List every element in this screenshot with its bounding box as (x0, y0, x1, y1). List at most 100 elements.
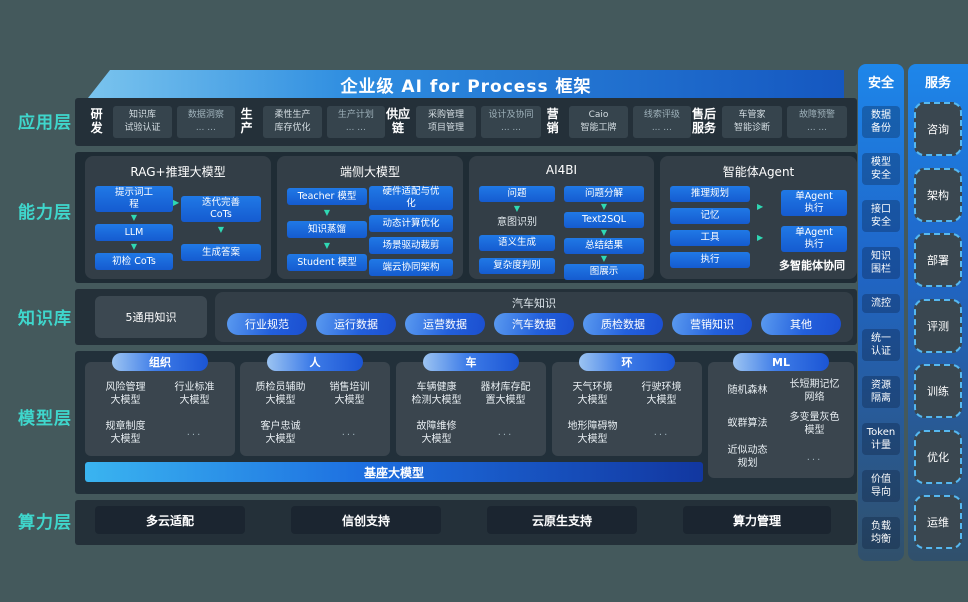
model-cell: 销售培训 大模型 (329, 381, 370, 406)
knowledge-pill: 其他 (761, 313, 841, 335)
knowledge-pill: 质检数据 (583, 313, 663, 335)
model-cell: 近似动态 规划 (727, 445, 768, 470)
service-item: 咨询 (914, 102, 962, 157)
ai4bi-columns: 问题 ▼ 意图识别 语义生成 复杂度判别 问题分解 ▼ Text2SQL ▼ 总… (479, 186, 644, 280)
edge-columns: Teacher 模型 ▼ 知识蒸馏 ▼ Student 模型 硬件适配与优 化 … (287, 186, 453, 276)
layer-label-compute: 算力层 (18, 513, 72, 533)
app-chip: 数据洞察 ... ... (176, 106, 235, 138)
layer-label-capability: 能力层 (18, 203, 72, 223)
ai4bi-intent-label: 意图识别 (497, 217, 537, 228)
security-item: 流控 (862, 294, 900, 314)
model-cell: 规章制度 大模型 (105, 420, 146, 445)
model-cell: 长短期记忆 网络 (789, 378, 840, 403)
rag-answer-chip: 生成答案 (181, 244, 261, 261)
agent-single-exec-chip: 单Agent 执行 (781, 226, 847, 252)
arrow-down-icon: ▼ (513, 204, 521, 213)
edge-teacher-chip: Teacher 模型 (287, 188, 367, 205)
model-cell: ... (653, 427, 670, 438)
compute-box-management: 算力管理 (683, 506, 831, 534)
agent-execute-chip: 执行 (670, 252, 750, 268)
agent-planning-chip: 推理规划 (670, 186, 750, 202)
edge-scene-chip: 场景驱动裁剪 (369, 237, 453, 254)
model-cell: 地形障碍物 大模型 (567, 420, 618, 445)
security-item: 模型 安全 (862, 153, 900, 186)
capability-box-title: RAG+推理大模型 (130, 165, 226, 179)
model-cell: ... (341, 427, 358, 438)
compute-box-cloudnative: 云原生支持 (487, 506, 637, 534)
model-cell: ... (497, 427, 514, 438)
knowledge-pill: 运行数据 (316, 313, 396, 335)
model-cell: 天气环境 大模型 (572, 381, 613, 406)
security-column: 安全 数据 备份 模型 安全 接口 安全 知识 围栏 流控 统一 认证 资源 隔… (858, 64, 904, 561)
model-cell: 蚁群算法 (727, 418, 768, 430)
services-column: 服务 咨询 架构 部署 评测 训练 优化 运维 (908, 64, 968, 561)
model-group-header: ML (733, 353, 829, 371)
knowledge-pill: 营销知识 (672, 313, 752, 335)
layer-label-model: 模型层 (18, 409, 72, 429)
capability-box-rag: RAG+推理大模型 提示词工 程 ▼ LLM ▼ 初检 CoTs 迭代完善 Co… (85, 156, 271, 279)
app-chip: 采购管理 项目管理 (416, 106, 476, 138)
arrow-down-icon: ▼ (130, 242, 138, 251)
security-item: 知识 围栏 (862, 247, 900, 280)
layer-label-application: 应用层 (18, 113, 72, 133)
app-chip: 设计及协同 ... ... (481, 106, 541, 138)
ai4bi-semantic-chip: 语义生成 (479, 235, 555, 251)
rag-initial-cots-chip: 初检 CoTs (95, 253, 173, 270)
edge-hw-chip: 硬件适配与优 化 (369, 186, 453, 210)
compute-box-multicloud: 多云适配 (95, 506, 245, 534)
capability-box-title: 智能体Agent (722, 165, 795, 179)
capability-box-agent: 智能体Agent 推理规划 记忆 工具 执行 单Agent 执行 单Agent … (660, 156, 857, 279)
agent-memory-chip: 记忆 (670, 208, 750, 224)
layer-label-knowledge: 知识库 (18, 309, 72, 329)
page-title: 企业级 AI for Process 框架 (340, 76, 592, 97)
security-item: Token 计量 (862, 422, 900, 455)
app-group-after-sales: 售后服务 车管家 智能诊断 故障预警 ... ... (691, 106, 847, 138)
app-chip: 线索评级 ... ... (632, 106, 691, 138)
ai4bi-display-chip: 图展示 (564, 264, 644, 280)
app-chip: Caio 智能工牌 (569, 106, 628, 138)
app-group-label: 生产 (240, 107, 253, 135)
rag-iterate-cots-chip: 迭代完善 CoTs (181, 196, 261, 222)
service-item: 优化 (914, 429, 962, 484)
capability-box-title: 端侧大模型 (339, 165, 400, 179)
ai4bi-question-chip: 问题 (479, 186, 555, 202)
app-chip: 知识库 试验认证 (113, 106, 172, 138)
security-item: 统一 认证 (862, 328, 900, 361)
model-cell: 随机森林 (727, 385, 768, 397)
service-item: 运维 (914, 494, 962, 549)
edge-distill-chip: 知识蒸馏 (287, 221, 367, 238)
app-group-production: 生产 柔性生产 库存优化 生产计划 ... ... (235, 106, 385, 138)
model-cell: 行驶环境 大模型 (641, 381, 682, 406)
general-knowledge-box: 5通用知识 (95, 296, 207, 338)
application-layer-row: 研发 知识库 试验认证 数据洞察 ... ... 生产 柔性生产 库存优化 生产… (85, 100, 847, 144)
model-cell: 器材库存配 置大模型 (480, 381, 531, 406)
app-chip: 车管家 智能诊断 (722, 106, 782, 138)
rag-columns: 提示词工 程 ▼ LLM ▼ 初检 CoTs 迭代完善 CoTs ▼ 生成答案 (95, 186, 261, 273)
capability-box-edge: 端侧大模型 Teacher 模型 ▼ 知识蒸馏 ▼ Student 模型 硬件适… (277, 156, 463, 279)
capability-box-ai4bi: AI4BI 问题 ▼ 意图识别 语义生成 复杂度判别 问题分解 ▼ Text2S… (469, 156, 654, 280)
knowledge-pill: 运营数据 (405, 313, 485, 335)
agent-footer-label: 多智能体协同 (779, 259, 845, 272)
arrow-right-icon: ▶ (757, 233, 764, 242)
security-header: 安全 (867, 76, 894, 91)
app-group-label: 营销 (546, 107, 559, 135)
app-group-marketing: 营销 Caio 智能工牌 线索评级 ... ... (541, 106, 691, 138)
model-group-environment: 环 天气环境 大模型 行驶环境 大模型 地形障碍物 大模型 ... (552, 353, 702, 456)
compute-box-xinchuang: 信创支持 (291, 506, 441, 534)
model-group-people: 人 质检员辅助 大模型 销售培训 大模型 客户忠诚 大模型 ... (240, 353, 390, 456)
model-cell: 风险管理 大模型 (105, 381, 146, 406)
security-item: 接口 安全 (862, 200, 900, 233)
ai4bi-text2sql-chip: Text2SQL (564, 212, 644, 228)
model-group-organization: 组织 风险管理 大模型 行业标准 大模型 规章制度 大模型 ... (85, 353, 235, 456)
arrow-down-icon: ▼ (600, 228, 608, 237)
app-chip: 柔性生产 库存优化 (263, 106, 322, 138)
security-item: 资源 隔离 (862, 375, 900, 408)
agent-flow-arrows: ▶ ▶ (757, 202, 763, 242)
app-group-rd: 研发 知识库 试验认证 数据洞察 ... ... (85, 106, 235, 138)
app-group-supply-chain: 供应链 采购管理 项目管理 设计及协同 ... ... (385, 106, 541, 138)
arrow-down-icon: ▼ (600, 254, 608, 263)
agent-single-exec-chip: 单Agent 执行 (781, 190, 847, 216)
security-item: 负载 均衡 (862, 516, 900, 549)
model-cell: ... (186, 427, 203, 438)
services-header: 服务 (924, 76, 951, 91)
